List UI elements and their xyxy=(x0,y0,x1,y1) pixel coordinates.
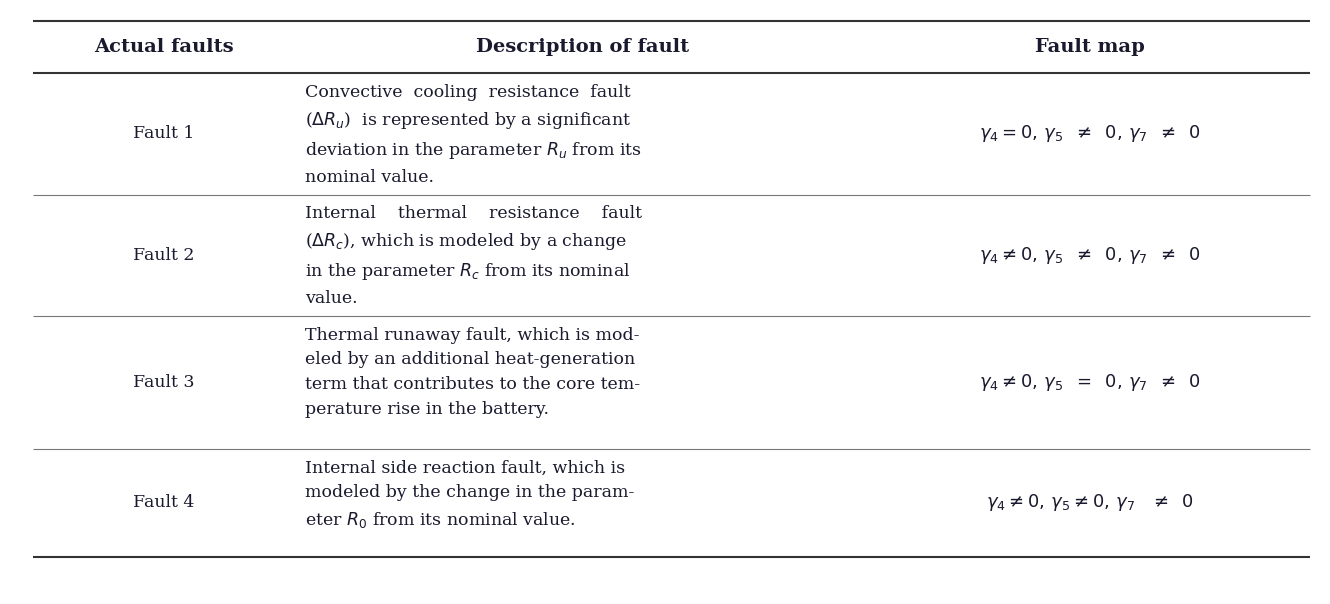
Text: Convective  cooling  resistance  fault
($\Delta R_u$)  is represented by a signi: Convective cooling resistance fault ($\D… xyxy=(305,84,642,186)
Text: Fault 2: Fault 2 xyxy=(133,246,196,263)
Text: Fault map: Fault map xyxy=(1035,38,1145,56)
Text: Fault 1: Fault 1 xyxy=(133,126,194,143)
Text: $\gamma_4 \neq 0,\, \gamma_5 \;\;\neq\;\; 0,\, \gamma_7 \;\;\neq\;\; 0$: $\gamma_4 \neq 0,\, \gamma_5 \;\;\neq\;\… xyxy=(979,245,1201,266)
Text: Internal side reaction fault, which is
modeled by the change in the param-
eter : Internal side reaction fault, which is m… xyxy=(305,460,634,530)
Text: $\gamma_4 = 0,\, \gamma_5 \;\;\neq\;\; 0,\, \gamma_7 \;\;\neq\;\; 0$: $\gamma_4 = 0,\, \gamma_5 \;\;\neq\;\; 0… xyxy=(979,123,1201,144)
Text: Internal    thermal    resistance    fault
($\Delta R_c$), which is modeled by a: Internal thermal resistance fault ($\Del… xyxy=(305,205,642,307)
Text: $\gamma_4 \neq 0,\, \gamma_5 \neq 0,\, \gamma_7 \;\;\;\neq\;\; 0$: $\gamma_4 \neq 0,\, \gamma_5 \neq 0,\, \… xyxy=(986,492,1193,513)
Text: Fault 3: Fault 3 xyxy=(133,374,196,391)
Text: Fault 4: Fault 4 xyxy=(133,494,194,512)
Text: $\gamma_4 \neq 0,\, \gamma_5 \;\;=\;\; 0,\, \gamma_7 \;\;\neq\;\; 0$: $\gamma_4 \neq 0,\, \gamma_5 \;\;=\;\; 0… xyxy=(979,371,1201,393)
Text: Actual faults: Actual faults xyxy=(94,38,234,56)
Text: Description of fault: Description of fault xyxy=(476,38,689,56)
Text: Thermal runaway fault, which is mod-
eled by an additional heat-generation
term : Thermal runaway fault, which is mod- ele… xyxy=(305,327,640,418)
